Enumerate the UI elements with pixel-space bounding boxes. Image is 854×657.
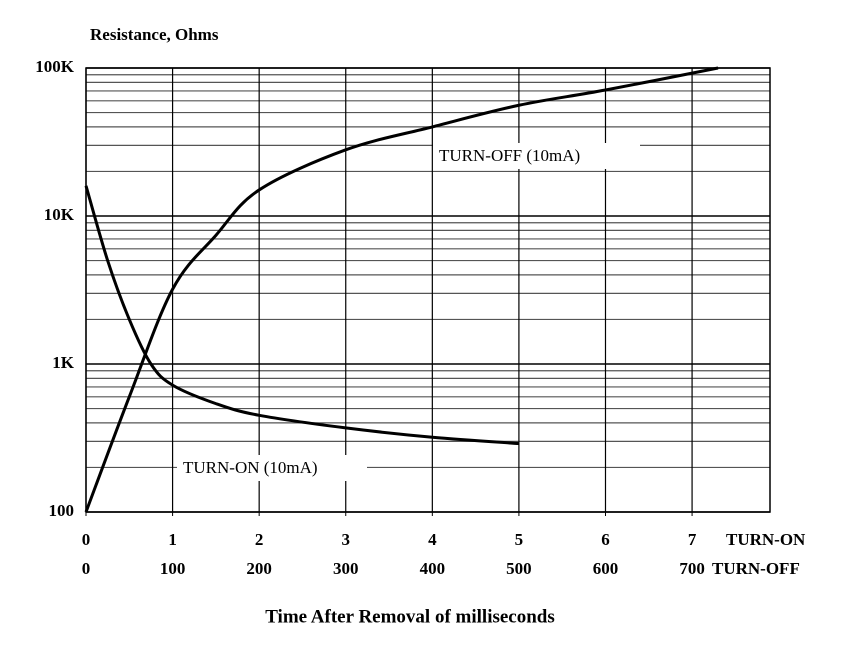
y-tick-label: 10K bbox=[44, 205, 75, 224]
plot-frame bbox=[85, 67, 771, 513]
x-tick-label: 0 bbox=[82, 530, 91, 549]
x2-axis-name: TURN-OFF bbox=[712, 559, 800, 578]
x2-tick-label: 200 bbox=[246, 559, 272, 578]
series-label: TURN-ON (10mA) bbox=[183, 458, 318, 477]
x-tick-label: 5 bbox=[515, 530, 524, 549]
x2-tick-label: 400 bbox=[420, 559, 446, 578]
x2-tick-label: 500 bbox=[506, 559, 532, 578]
x-tick-label: 3 bbox=[341, 530, 350, 549]
x-tick-label: 6 bbox=[601, 530, 610, 549]
x2-tick-label: 100 bbox=[160, 559, 186, 578]
x-tick-label: 1 bbox=[168, 530, 177, 549]
series-line bbox=[84, 66, 719, 513]
y-tick-label: 100K bbox=[35, 57, 75, 76]
series-label: TURN-OFF (10mA) bbox=[439, 146, 580, 165]
x-tick-label: 7 bbox=[688, 530, 697, 549]
x-axis-title: Time After Removal of milliseconds bbox=[265, 606, 555, 627]
series-line bbox=[84, 185, 520, 446]
x-tick-label: 4 bbox=[428, 530, 437, 549]
x2-tick-label: 0 bbox=[82, 559, 91, 578]
y-tick-label: 1K bbox=[52, 353, 75, 372]
label-box bbox=[433, 143, 640, 169]
x2-tick-label: 600 bbox=[593, 559, 619, 578]
x-axis-name: TURN-ON bbox=[726, 530, 806, 549]
y-tick-label: 100 bbox=[49, 501, 75, 520]
x-tick-label: 2 bbox=[255, 530, 264, 549]
x2-tick-label: 300 bbox=[333, 559, 359, 578]
label-box bbox=[177, 455, 367, 481]
chart-title: Resistance, Ohms bbox=[90, 25, 219, 44]
x2-tick-label: 700 bbox=[679, 559, 705, 578]
